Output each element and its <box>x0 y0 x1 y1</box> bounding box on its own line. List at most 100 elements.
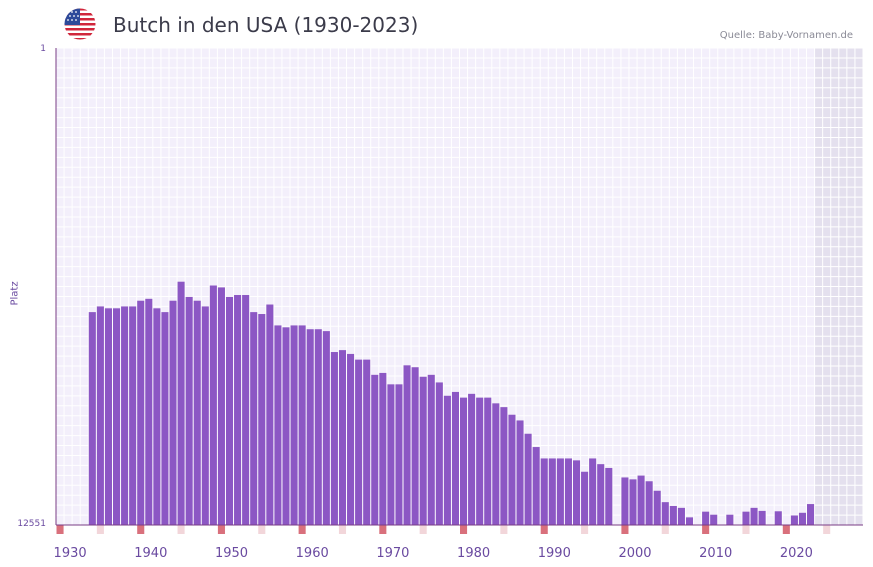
bar-1951 <box>234 295 242 525</box>
bar-1997 <box>605 467 613 525</box>
bar-1954 <box>258 314 266 525</box>
minor-marker-1984 <box>500 525 508 534</box>
minor-marker-1974 <box>419 525 427 534</box>
x-tick-label-1950: 1950 <box>215 546 248 561</box>
bar-1945 <box>185 296 193 525</box>
decade-marker-2009 <box>702 525 710 534</box>
minor-marker-1934 <box>96 525 104 534</box>
x-tick-label-1940: 1940 <box>134 546 167 561</box>
bar-1999 <box>621 477 629 525</box>
bar-1966 <box>355 359 363 525</box>
x-tick-label-2000: 2000 <box>618 546 651 561</box>
bar-1986 <box>516 420 524 525</box>
bar-1938 <box>129 306 137 525</box>
bar-1963 <box>330 352 338 525</box>
bar-2010 <box>710 514 718 525</box>
bar-1974 <box>419 376 427 525</box>
us-flag-icon <box>64 8 96 40</box>
bar-1976 <box>435 382 443 525</box>
decade-marker-1989 <box>540 525 548 534</box>
bar-1987 <box>524 433 532 525</box>
bar-1996 <box>597 464 605 525</box>
bar-2003 <box>653 490 661 525</box>
bar-1983 <box>492 403 500 525</box>
bar-1944 <box>177 281 185 525</box>
x-tick-label-1930: 1930 <box>54 546 87 561</box>
bar-1985 <box>508 414 516 525</box>
bar-1964 <box>338 350 347 525</box>
minor-marker-2014 <box>742 525 750 534</box>
bar-1990 <box>548 458 556 525</box>
bar-1984 <box>500 407 508 525</box>
bar-2022 <box>807 504 815 525</box>
bar-1979 <box>460 397 468 525</box>
decade-marker-1999 <box>621 525 629 534</box>
bar-1937 <box>121 306 129 525</box>
bar-1943 <box>169 300 177 525</box>
bar-1993 <box>572 460 581 525</box>
decade-marker-1939 <box>137 525 145 534</box>
decade-marker-1949 <box>217 525 225 534</box>
bar-1960 <box>306 329 314 525</box>
bar-1935 <box>104 308 112 525</box>
bar-2020 <box>790 515 798 525</box>
bar-1957 <box>282 327 290 525</box>
bar-2004 <box>661 502 669 525</box>
axes <box>55 48 863 526</box>
bar-2015 <box>750 507 758 525</box>
bar-1939 <box>137 300 145 525</box>
bar-2012 <box>726 514 734 525</box>
x-tick-label-1990: 1990 <box>538 546 571 561</box>
bar-1978 <box>451 391 459 525</box>
bar-1948 <box>209 285 217 525</box>
bar-1953 <box>250 312 258 525</box>
x-tick-label-1960: 1960 <box>296 546 329 561</box>
bar-1992 <box>564 458 572 525</box>
bar-1995 <box>589 458 597 525</box>
bar-2002 <box>645 481 653 525</box>
bar-2007 <box>685 517 694 525</box>
bar-1959 <box>298 325 306 525</box>
minor-marker-1994 <box>581 525 589 534</box>
bar-1955 <box>266 304 274 525</box>
bar-2001 <box>637 475 645 525</box>
minor-marker-1964 <box>338 525 347 534</box>
bar-1968 <box>371 374 379 525</box>
x-tick-label-1970: 1970 <box>376 546 409 561</box>
bar-2014 <box>742 511 750 525</box>
bar-1958 <box>290 325 298 525</box>
bar-1969 <box>379 372 387 525</box>
bar-1971 <box>395 384 403 525</box>
bar-1936 <box>112 308 121 525</box>
bar-1982 <box>484 397 492 525</box>
bar-1970 <box>387 384 395 525</box>
bars <box>88 281 815 525</box>
bar-1947 <box>201 306 209 525</box>
bar-1981 <box>476 397 484 525</box>
bar-1956 <box>274 325 282 525</box>
bar-1991 <box>556 458 564 525</box>
bar-1950 <box>225 296 234 525</box>
bar-2009 <box>702 511 710 525</box>
bar-1941 <box>153 308 161 525</box>
bar-2016 <box>758 510 766 525</box>
decade-marker-1959 <box>298 525 306 534</box>
bar-1988 <box>532 447 540 525</box>
decade-marker-2019 <box>782 525 790 534</box>
bar-2005 <box>669 505 677 525</box>
bar-1989 <box>540 458 548 525</box>
bar-2006 <box>677 507 685 525</box>
grid <box>55 47 864 526</box>
bar-1972 <box>403 365 411 525</box>
bar-1973 <box>411 367 419 525</box>
bar-2000 <box>629 479 637 525</box>
bar-2021 <box>798 512 807 525</box>
decade-marker-1929 <box>56 525 64 534</box>
minor-marker-2004 <box>661 525 669 534</box>
bar-1977 <box>443 395 451 525</box>
x-tick-label-1980: 1980 <box>457 546 490 561</box>
bar-1933 <box>88 312 96 525</box>
x-tick-label-2020: 2020 <box>780 546 813 561</box>
bar-1980 <box>468 393 476 525</box>
